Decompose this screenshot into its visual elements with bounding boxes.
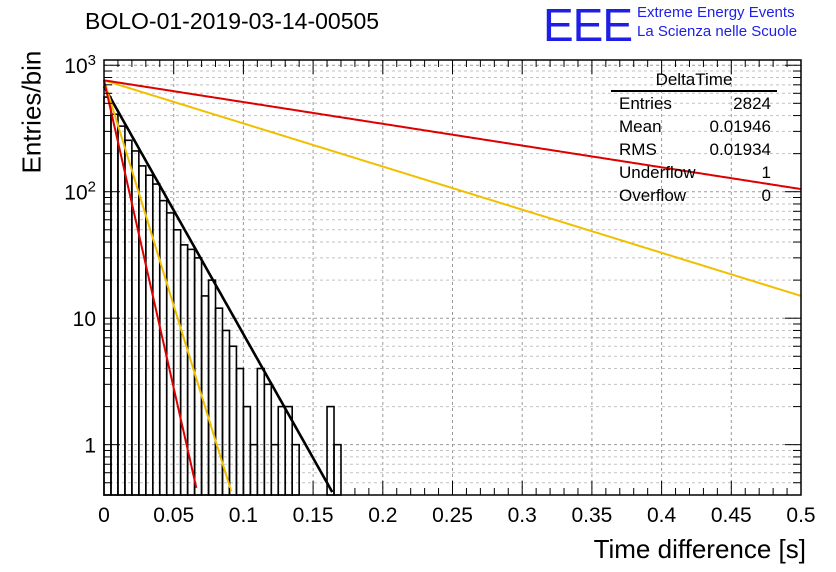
x-axis-label: Time difference [s] (593, 534, 806, 564)
histogram-bin (249, 443, 259, 496)
stats-label: Mean (619, 117, 662, 136)
histogram-bin (256, 367, 266, 496)
y-tick-label: 102 (64, 179, 96, 205)
y-axis-label: Entries/bin (16, 50, 47, 174)
stats-value: 0 (761, 186, 771, 205)
x-tick-label: 0.35 (571, 504, 612, 527)
run-title: BOLO-01-2019-03-14-00505 (85, 8, 380, 34)
x-tick-label: 0.05 (153, 504, 194, 527)
histogram-bin (165, 212, 175, 496)
stats-label: RMS (619, 140, 657, 159)
stats-title: DeltaTime (611, 70, 777, 92)
histogram-bin (207, 279, 217, 496)
y-tick-label: 103 (64, 52, 96, 78)
stats-label: Overflow (619, 186, 687, 205)
histogram-bin (214, 307, 224, 496)
histogram-bin (131, 150, 140, 496)
stats-value: 2824 (733, 94, 771, 113)
x-tick-label: 0.3 (508, 504, 537, 527)
histogram-bin (221, 329, 231, 496)
histogram-bin (145, 174, 154, 496)
histogram-bin (172, 228, 182, 496)
stats-value: 0.01934 (709, 140, 771, 159)
y-tick-label: 1 (84, 435, 96, 458)
exp-curve (103, 80, 233, 492)
exp-curve (103, 79, 802, 297)
x-tick-label: 0.15 (293, 504, 334, 527)
x-tick-label: 0.25 (432, 504, 473, 527)
histogram-bin (151, 183, 161, 496)
exp-curve (103, 80, 198, 489)
x-tick-label: 0.1 (229, 504, 258, 527)
histogram-bin (117, 125, 126, 496)
stats-row-entries: Entries 2824 (611, 92, 777, 115)
stats-label: Entries (619, 94, 672, 113)
exp-curve (102, 85, 334, 493)
eee-line-1: Extreme Energy Events (637, 4, 795, 21)
stats-label: Underflow (619, 163, 696, 182)
stats-row-underflow: Underflow 1 (611, 161, 777, 184)
histogram-bin (124, 139, 133, 496)
histogram-bin (263, 383, 273, 496)
stats-value: 0.01946 (709, 117, 771, 136)
stats-row-mean: Mean 0.01946 (611, 115, 777, 138)
x-tick-label: 0.45 (711, 504, 752, 527)
stats-value: 1 (761, 163, 771, 182)
histogram-bin (333, 443, 342, 496)
histogram-bin (103, 96, 112, 496)
eee-line-2: La Scienza nelle Scuole (637, 23, 798, 40)
histogram-bin (291, 443, 300, 496)
x-tick-label: 0 (98, 504, 110, 527)
y-tick-label: 10 (73, 308, 96, 331)
stats-box: DeltaTime Entries 2824 Mean 0.01946 RMS … (611, 70, 777, 207)
stats-row-overflow: Overflow 0 (611, 184, 777, 207)
histogram-bin (179, 244, 189, 496)
histogram-bin (110, 113, 119, 496)
exp-curve (103, 79, 802, 191)
histogram-bin (235, 367, 245, 496)
stats-row-rms: RMS 0.01934 (611, 138, 777, 161)
histogram-bin (200, 295, 210, 496)
x-tick-label: 0.4 (647, 504, 677, 527)
eee-logo: EEE (543, 0, 633, 51)
x-tick-label: 0.5 (786, 504, 815, 527)
x-tick-label: 0.2 (368, 504, 397, 527)
histogram-bin (270, 443, 280, 496)
